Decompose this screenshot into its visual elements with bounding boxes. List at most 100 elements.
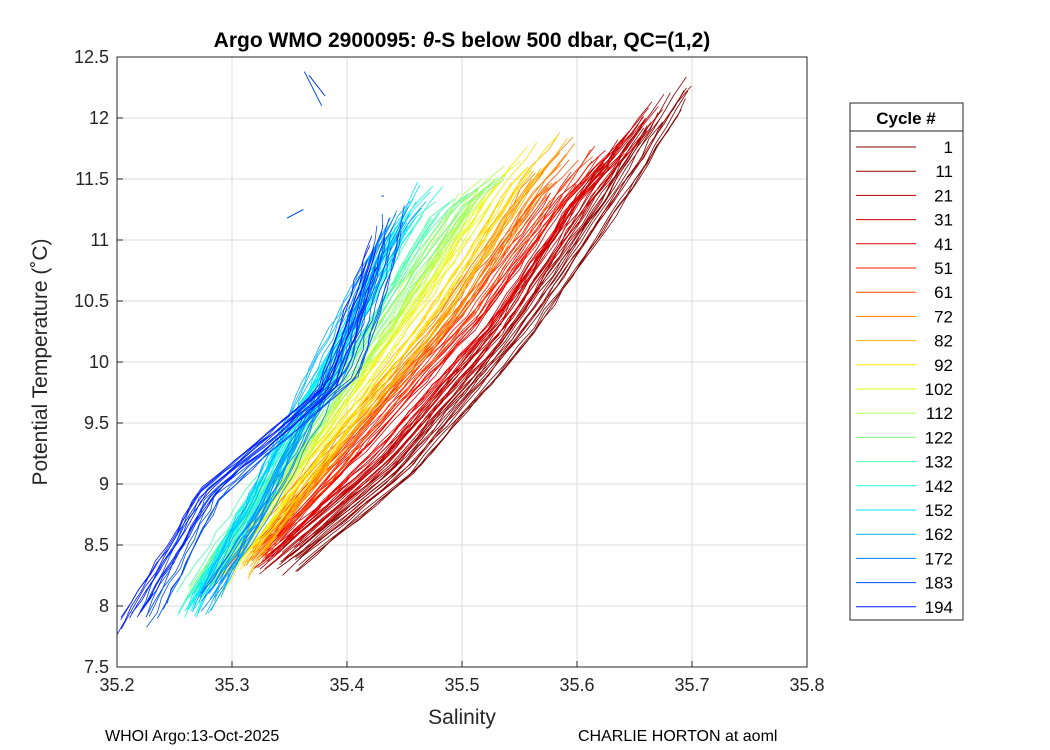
profile-line — [288, 117, 662, 561]
profile-line — [270, 195, 548, 540]
profile-line — [162, 205, 405, 610]
y-tick-label: 11.5 — [75, 169, 109, 189]
profile-fragment — [308, 74, 326, 97]
profile-line — [243, 181, 524, 567]
legend-item-72: 72 — [856, 307, 953, 326]
y-tick-label: 9 — [99, 474, 109, 494]
profile-line — [295, 121, 664, 561]
profile-line — [283, 130, 648, 560]
profile-line — [299, 87, 687, 559]
profile-line — [220, 141, 538, 579]
footer-right: CHARLIE HORTON at aoml — [578, 728, 777, 745]
x-tick-label: 35.5 — [444, 675, 479, 695]
y-tick-label: 12.5 — [74, 47, 109, 67]
profile-line — [139, 237, 386, 613]
profile-line — [299, 137, 640, 542]
legend-label: 11 — [935, 162, 953, 181]
profile-line — [243, 171, 524, 557]
profile-line — [264, 157, 613, 559]
profile-line — [248, 173, 539, 576]
legend-label: 31 — [934, 211, 953, 230]
y-tick-label: 7.5 — [84, 657, 109, 677]
x-tick-label: 35.2 — [99, 675, 134, 695]
profile-line — [226, 182, 497, 572]
profile-line — [262, 166, 596, 550]
legend-label: 51 — [934, 259, 953, 278]
profile-line — [148, 233, 391, 617]
legend-item-82: 82 — [856, 332, 953, 351]
profile-line — [139, 266, 376, 612]
profile-line — [264, 125, 643, 570]
axis-ticks: 35.2 35.3 35.4 35.5 35.6 35.7 35.8 7.5 8 8.5 9 9.5 1… — [74, 47, 825, 695]
legend-item-92: 92 — [856, 356, 953, 375]
legend-label: 82 — [934, 332, 953, 351]
profile-line — [131, 249, 377, 614]
profile-line — [280, 166, 610, 545]
legend-label: 21 — [934, 186, 953, 205]
profile-line — [266, 145, 596, 542]
profile-line — [259, 156, 594, 565]
profile-line — [244, 168, 528, 555]
profile-line — [214, 254, 389, 598]
legend-item-102: 102 — [856, 380, 953, 399]
legend-title: Cycle # — [876, 109, 936, 128]
profile-line — [157, 231, 402, 619]
legend-label: 1 — [944, 138, 953, 157]
y-tick-label: 12 — [89, 108, 109, 128]
y-axis-label: Potential Temperature (˚C) — [29, 238, 52, 485]
legend-item-132: 132 — [856, 453, 953, 472]
profile-line — [260, 157, 553, 555]
profile-fragment — [303, 71, 323, 107]
profile-line — [257, 132, 638, 569]
x-tick-label: 35.7 — [674, 675, 709, 695]
profile-line — [254, 167, 542, 564]
x-tick-label: 35.6 — [559, 675, 594, 695]
series-cycle-194 — [116, 235, 386, 636]
legend-item-194: 194 — [856, 598, 953, 617]
legend-item-21: 21 — [856, 186, 953, 205]
legend-item-122: 122 — [856, 428, 953, 447]
legend-item-152: 152 — [856, 501, 953, 520]
legend-label: 41 — [934, 235, 953, 254]
legend-label: 92 — [934, 356, 953, 375]
x-axis-label: Salinity — [428, 706, 496, 729]
profile-line — [120, 235, 373, 621]
legend-label: 194 — [925, 598, 953, 617]
legend-item-183: 183 — [856, 574, 953, 593]
series-cycle-1 — [276, 76, 689, 576]
y-tick-label: 10.5 — [74, 291, 109, 311]
chart-title: Argo WMO 2900095: θ-S below 500 dbar, QC… — [214, 29, 711, 52]
profile-line — [227, 198, 495, 578]
legend-item-142: 142 — [856, 477, 953, 496]
x-tick-label: 35.4 — [329, 675, 364, 695]
legend-item-1: 1 — [856, 138, 953, 157]
profile-line — [276, 109, 664, 559]
profile-line — [129, 246, 374, 619]
profile-line — [305, 98, 686, 563]
legend-label: 162 — [925, 525, 953, 544]
footer-left: WHOI Argo:13-Oct-2025 — [105, 728, 279, 745]
legend-label: 132 — [925, 453, 953, 472]
legend-item-31: 31 — [856, 211, 953, 230]
series-group — [116, 71, 692, 636]
profile-line — [278, 156, 600, 543]
legend-label: 183 — [925, 574, 953, 593]
legend-label: 102 — [925, 380, 953, 399]
x-tick-label: 35.8 — [789, 675, 824, 695]
profile-line — [241, 132, 560, 565]
legend-label: 72 — [934, 307, 953, 326]
legend-item-61: 61 — [856, 283, 953, 302]
legend-item-172: 172 — [856, 549, 953, 568]
y-tick-label: 11 — [90, 230, 109, 250]
y-tick-label: 8 — [99, 596, 109, 616]
profile-line — [116, 259, 368, 636]
profile-fragment — [286, 209, 304, 219]
profile-line — [296, 128, 670, 572]
profile-line — [290, 152, 625, 538]
profile-line — [252, 150, 606, 553]
legend-label: 122 — [925, 428, 953, 447]
profile-line — [251, 135, 558, 556]
profile-line — [253, 118, 647, 569]
legend-item-51: 51 — [856, 259, 953, 278]
